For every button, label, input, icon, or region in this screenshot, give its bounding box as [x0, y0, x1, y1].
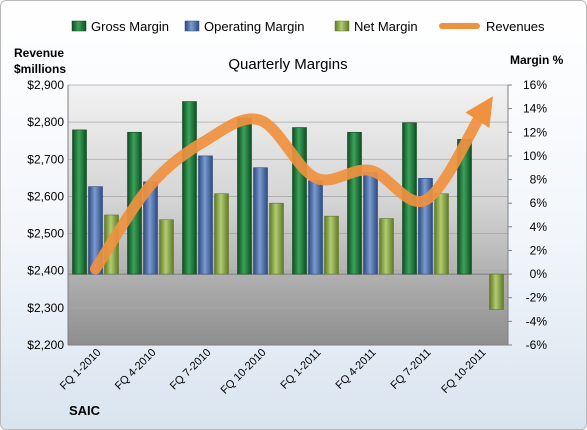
category-label-fq-1-2011: FQ 1-2011: [279, 347, 324, 392]
category-label-fq-1-2010: FQ 1-2010: [58, 347, 104, 393]
category-label-fq-10-2010: FQ 10-2010: [219, 347, 269, 397]
bar-net-margin-fq-1-2011: [324, 215, 339, 275]
left-tick-label: $2,500: [27, 227, 64, 241]
legend-label-gross-margin: Gross Margin: [91, 19, 169, 34]
bar-gross-margin-fq-10-2010: [237, 117, 252, 275]
right-tick-label: -2%: [526, 291, 548, 305]
right-tick-label: 10%: [523, 149, 547, 163]
left-tick-label: $2,700: [27, 152, 64, 166]
left-tick-label: $2,300: [27, 301, 64, 315]
legend-swatch-operating-margin: [184, 20, 200, 32]
left-axis-label-line1: Revenue: [14, 46, 64, 60]
right-tick-label: 14%: [523, 102, 547, 116]
bar-net-margin-fq-7-2010: [214, 193, 229, 275]
bar-net-margin-fq-10-2010: [269, 202, 284, 275]
bar-operating-margin-fq-7-2010: [198, 155, 213, 275]
right-tick-label: -6%: [526, 338, 548, 352]
left-tick-label: $2,800: [27, 115, 64, 129]
right-tick-label: 6%: [530, 196, 548, 210]
left-axis-ticks: $2,900 $2,800 $2,700 $2,600 $2,500 $2,400 $2,3…: [27, 78, 64, 352]
right-axis-label: Margin %: [510, 53, 564, 67]
legend-label-revenues: Revenues: [486, 19, 545, 34]
bar-operating-margin-fq-10-2010: [253, 167, 268, 275]
right-tick-label: 0%: [530, 267, 548, 281]
left-tick-label: $2,200: [27, 338, 64, 352]
legend-swatch-gross-margin: [71, 20, 87, 32]
legend-label-operating-margin: Operating Margin: [204, 19, 304, 34]
category-label-fq-4-2010: FQ 4-2010: [113, 347, 159, 393]
left-tick-label: $2,600: [27, 189, 64, 203]
category-label-fq-7-2010: FQ 7-2010: [168, 347, 214, 393]
right-tick-label: 8%: [530, 173, 548, 187]
legend-swatch-net-margin: [334, 20, 350, 32]
bar-gross-margin-fq-1-2010: [72, 129, 87, 275]
legend: Gross Margin Operating Margin Net Margin…: [71, 19, 545, 34]
category-label-fq-4-2011: FQ 4-2011: [334, 347, 379, 392]
category-label-fq-10-2011: FQ 10-2011: [439, 347, 488, 396]
bar-net-margin-fq-4-2010: [159, 219, 174, 275]
bar-net-margin-fq-7-2011: [434, 193, 449, 275]
bar-operating-margin-fq-4-2011: [363, 172, 378, 275]
left-axis-label-line2: $millions: [14, 62, 66, 76]
chart-title: Quarterly Margins: [228, 56, 347, 73]
right-tick-label: -4%: [526, 314, 548, 328]
right-tick-label: 16%: [523, 78, 547, 92]
bar-gross-margin-fq-7-2010: [182, 101, 197, 275]
bar-gross-margin-fq-4-2011: [347, 131, 362, 275]
left-tick-label: $2,400: [27, 264, 64, 278]
bar-net-margin-fq-4-2011: [379, 218, 394, 275]
right-tick-label: 4%: [530, 220, 548, 234]
bar-operating-margin-fq-1-2011: [308, 180, 323, 275]
right-tick-label: 12%: [523, 125, 547, 139]
category-label-fq-7-2011: FQ 7-2011: [389, 347, 434, 392]
left-tick-label: $2,900: [27, 78, 64, 92]
revenues-line-series: [90, 96, 493, 275]
bar-net-margin-fq-10-2011: [489, 273, 504, 310]
right-tick-label: 2%: [530, 243, 548, 257]
company-label: SAIC: [69, 403, 101, 418]
right-axis-ticks: 16% 14% 12% 10% 8% 6% 4% 2% 0% -2% -4% -6%: [508, 78, 547, 352]
category-labels: FQ 1-2010 FQ 4-2010 FQ 7-2010 FQ 10-2010 FQ …: [58, 347, 489, 397]
legend-label-net-margin: Net Margin: [354, 19, 418, 34]
